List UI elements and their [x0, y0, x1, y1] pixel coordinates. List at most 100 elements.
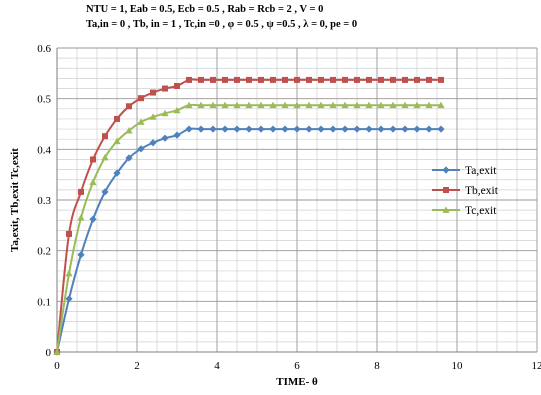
data-point-tc-exit: [401, 101, 409, 109]
x-tick-label: 0: [54, 360, 60, 372]
data-point-tb-exit: [138, 95, 144, 102]
data-point-tc-exit: [341, 101, 349, 109]
data-point-tc-exit: [317, 101, 325, 109]
legend: Ta,exit Tb,exit Tc,exit: [432, 165, 499, 217]
data-point-tc-exit: [197, 101, 205, 109]
legend-marker: [443, 187, 449, 193]
data-point-ta-exit: [365, 125, 373, 133]
data-point-ta-exit: [77, 251, 85, 259]
data-point-tc-exit: [329, 101, 337, 109]
data-point-ta-exit: [137, 145, 145, 153]
data-point-tb-exit: [342, 76, 348, 83]
data-point-tc-exit: [149, 113, 157, 120]
data-point-tc-exit: [305, 101, 313, 109]
data-point-tc-exit: [281, 101, 289, 109]
legend-item-ta-exit: Ta,exit: [432, 165, 497, 177]
data-point-ta-exit: [257, 125, 265, 133]
data-point-tc-exit: [209, 101, 217, 109]
data-point-ta-exit: [377, 125, 385, 133]
y-tick-label: 0.2: [37, 246, 51, 258]
legend-label: Ta,exit: [465, 165, 497, 177]
legend-label: Tb,exit: [465, 185, 499, 197]
data-point-tc-exit: [173, 106, 181, 114]
data-point-tb-exit: [390, 76, 396, 83]
y-tick-label: 0.4: [37, 144, 51, 156]
data-point-tc-exit: [245, 101, 253, 109]
data-point-tc-exit: [221, 101, 229, 109]
data-point-ta-exit: [197, 125, 205, 133]
data-point-tc-exit: [233, 101, 241, 109]
data-point-tc-exit: [161, 109, 169, 117]
data-point-ta-exit: [233, 125, 241, 133]
data-point-ta-exit: [437, 125, 445, 133]
data-point-tc-exit: [53, 348, 61, 355]
data-point-tb-exit: [126, 103, 132, 110]
data-point-tb-exit: [378, 76, 384, 83]
legend-item-tc-exit: Tc,exit: [432, 205, 497, 217]
y-tick-label: 0.6: [37, 43, 51, 55]
data-point-ta-exit: [269, 125, 277, 133]
data-point-ta-exit: [317, 125, 325, 133]
legend-label: Tc,exit: [465, 205, 497, 217]
data-point-tc-exit: [101, 153, 109, 161]
data-point-tb-exit: [258, 76, 264, 83]
data-point-tb-exit: [222, 76, 228, 83]
data-point-ta-exit: [245, 125, 253, 133]
data-point-tb-exit: [270, 76, 276, 83]
data-point-tb-exit: [90, 156, 96, 163]
legend-item-tb-exit: Tb,exit: [432, 185, 499, 197]
data-point-tb-exit: [402, 76, 408, 83]
data-point-tc-exit: [257, 101, 265, 109]
x-tick-label: 2: [134, 360, 140, 372]
chart-title-line-1: NTU = 1, Eab = 0.5, Ecb = 0.5 , Rab = Rc…: [86, 4, 324, 15]
grid: [56, 47, 538, 353]
data-point-tc-exit: [389, 101, 397, 109]
chart-title-line-2: Ta,in = 0 , Tb, in = 1 , Tc,in =0 , φ = …: [86, 19, 358, 30]
data-point-tb-exit: [330, 76, 336, 83]
data-point-ta-exit: [149, 139, 157, 147]
data-point-tb-exit: [114, 115, 120, 122]
data-point-tc-exit: [89, 178, 97, 186]
series-group: [53, 76, 445, 356]
data-point-tc-exit: [137, 118, 145, 125]
data-point-ta-exit: [389, 125, 397, 133]
data-point-tb-exit: [366, 76, 372, 83]
data-point-tb-exit: [294, 76, 300, 83]
series-tb-exit: [54, 76, 444, 355]
data-point-tc-exit: [293, 101, 301, 109]
data-point-tb-exit: [438, 76, 444, 83]
data-point-ta-exit: [173, 131, 181, 139]
data-point-ta-exit: [89, 215, 97, 223]
series-tc-exit: [53, 101, 445, 355]
data-point-tb-exit: [198, 76, 204, 83]
data-point-tb-exit: [354, 76, 360, 83]
data-point-tc-exit: [377, 101, 385, 109]
data-point-tc-exit: [353, 101, 361, 109]
data-point-tb-exit: [318, 76, 324, 83]
data-point-ta-exit: [341, 125, 349, 133]
data-point-ta-exit: [329, 125, 337, 133]
data-point-ta-exit: [125, 154, 133, 162]
y-tick-label: 0.3: [37, 195, 51, 207]
y-tick-label: 0.5: [37, 94, 51, 106]
data-point-tc-exit: [437, 101, 445, 109]
data-point-tb-exit: [186, 76, 192, 83]
x-tick-label: 8: [374, 360, 380, 372]
data-point-tb-exit: [66, 230, 72, 237]
data-point-tc-exit: [185, 101, 193, 109]
data-point-tb-exit: [162, 85, 168, 92]
data-point-tb-exit: [414, 76, 420, 83]
data-point-tc-exit: [413, 101, 421, 109]
data-point-ta-exit: [425, 125, 433, 133]
data-point-tb-exit: [150, 89, 156, 96]
data-point-ta-exit: [221, 125, 229, 133]
data-point-tc-exit: [77, 214, 85, 221]
x-tick-label: 10: [452, 360, 464, 372]
data-point-ta-exit: [209, 125, 217, 133]
data-point-tc-exit: [65, 269, 73, 277]
data-point-tb-exit: [306, 76, 312, 83]
legend-marker: [442, 166, 450, 174]
y-axis-label: Ta,exit, Tb,exit Tc,exit: [9, 148, 21, 252]
data-point-ta-exit: [353, 125, 361, 133]
